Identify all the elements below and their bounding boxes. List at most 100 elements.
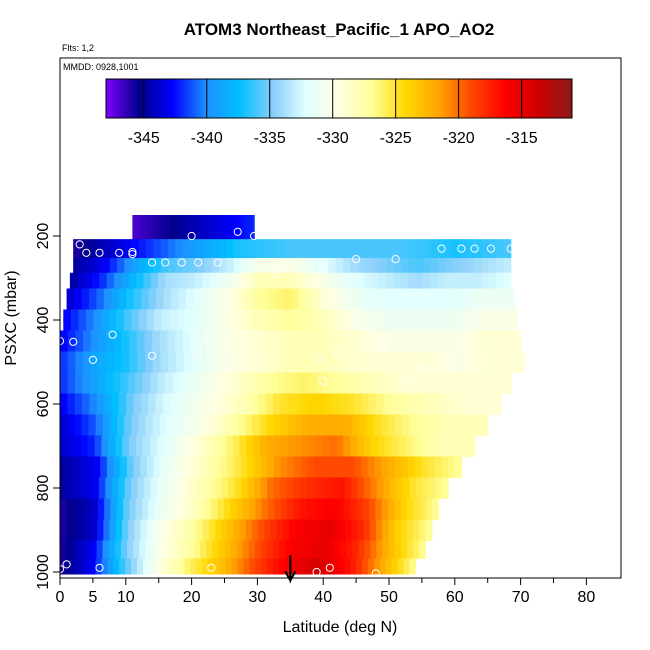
heatmap-cell: [146, 309, 155, 331]
heatmap-cell: [182, 239, 191, 259]
heatmap-cell: [434, 309, 443, 331]
heatmap-cell: [413, 372, 422, 394]
heatmap-cell: [406, 519, 414, 541]
heatmap-cell: [129, 351, 138, 373]
heatmap-cell: [402, 288, 411, 310]
heatmap-cell: [215, 288, 224, 310]
heatmap-cell: [367, 330, 376, 352]
heatmap-cell: [426, 309, 435, 331]
heatmap-cell: [396, 477, 404, 499]
heatmap-cell: [405, 330, 414, 352]
heatmap-cell: [98, 330, 107, 352]
heatmap-cell: [199, 215, 202, 240]
heatmap-cell: [282, 272, 291, 289]
heatmap-cell: [229, 393, 237, 415]
heatmap-cell: [376, 519, 383, 541]
heatmap-cell: [356, 272, 365, 289]
heatmap-cell: [114, 351, 123, 373]
heatmap-cell: [225, 215, 229, 240]
heatmap-cell: [290, 558, 298, 575]
heatmap-cell: [366, 414, 375, 436]
observation-point: [506, 244, 515, 253]
heatmap-cell: [185, 215, 188, 240]
heatmap-cell: [60, 435, 68, 457]
heatmap-cell: [365, 309, 375, 331]
x-tick-label: 5: [88, 589, 97, 606]
heatmap-cell: [120, 540, 128, 559]
observation-point: [486, 244, 496, 253]
heatmap-cell: [134, 215, 138, 240]
y-tick-label: 400: [35, 307, 52, 334]
heatmap-cell: [350, 498, 357, 520]
heatmap-cell: [187, 456, 195, 478]
heatmap-cell: [200, 456, 208, 478]
heatmap-cell: [160, 239, 169, 259]
heatmap-cell: [430, 258, 439, 274]
heatmap-cell: [255, 498, 263, 520]
heatmap-cell: [318, 477, 326, 499]
heatmap-cell: [248, 540, 256, 559]
heatmap-cell: [285, 372, 294, 394]
heatmap-cell: [299, 239, 308, 259]
heatmap-cell: [322, 372, 332, 394]
heatmap-cell: [372, 239, 381, 259]
heatmap-cell: [401, 258, 410, 274]
heatmap-cell: [163, 288, 172, 310]
observation-point: [233, 227, 242, 236]
heatmap-cell: [83, 558, 91, 575]
heatmap-cell: [357, 519, 365, 541]
heatmap-cell: [338, 414, 346, 436]
heatmap-cell: [360, 372, 369, 394]
heatmap-cell: [165, 519, 173, 541]
heatmap-cell: [190, 330, 199, 352]
heatmap-cell: [400, 351, 409, 373]
heatmap-cell: [418, 309, 428, 331]
heatmap-cell: [219, 258, 227, 274]
heatmap-cell: [240, 372, 249, 394]
heatmap-cell: [489, 330, 499, 352]
heatmap-cell: [281, 435, 289, 457]
observation-point: [332, 347, 341, 356]
heatmap-cell: [313, 309, 322, 331]
heatmap-cell: [253, 272, 262, 289]
heatmap-cell: [196, 519, 204, 541]
heatmap-cell: [262, 372, 271, 394]
heatmap-cell: [198, 435, 206, 457]
heatmap-cell: [381, 498, 389, 520]
heatmap-cell: [209, 414, 218, 436]
heatmap-cell: [503, 372, 512, 394]
heatmap-cell: [194, 272, 203, 289]
observation-point: [352, 255, 361, 264]
heatmap-cell: [193, 215, 196, 240]
heatmap-cell: [124, 477, 132, 499]
heatmap-cell: [112, 372, 121, 394]
heatmap-cell: [394, 456, 402, 478]
heatmap-cell: [388, 519, 396, 541]
heatmap-cell: [332, 558, 339, 575]
heatmap-cell: [368, 393, 377, 415]
heatmap-cell: [163, 540, 171, 559]
heatmap-cell: [307, 372, 317, 394]
colorbar: -345 -340 -335 -330 -325 -320 -315: [105, 78, 573, 147]
heatmap-cell: [344, 477, 352, 499]
heatmap-cell: [87, 435, 96, 457]
heatmap-cell: [341, 272, 350, 289]
heatmap-cell: [189, 215, 192, 240]
heatmap-cell: [104, 498, 112, 520]
heatmap-cell: [437, 258, 446, 274]
heatmap-cell: [140, 519, 148, 541]
heatmap-cell: [273, 558, 280, 575]
heatmap-cell: [282, 330, 291, 352]
heatmap-cell: [428, 330, 437, 352]
heatmap-cell: [359, 414, 368, 436]
heatmap-cell: [239, 435, 248, 457]
heatmap-cell: [156, 435, 165, 457]
heatmap-cell: [200, 288, 209, 310]
heatmap-cell: [267, 477, 275, 499]
heatmap-cell: [216, 272, 225, 289]
heatmap-cell: [327, 540, 335, 559]
heatmap-cell: [338, 519, 346, 541]
heatmap-cell: [173, 498, 181, 520]
heatmap-cell: [212, 540, 219, 559]
heatmap-cell: [357, 288, 366, 310]
